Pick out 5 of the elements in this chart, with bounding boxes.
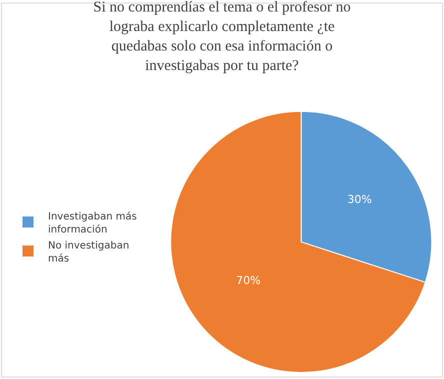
- data-label: 30%: [347, 193, 372, 206]
- legend-label: No investigaban más: [48, 240, 130, 264]
- chart-title: Si no comprendías el tema o el profesor no lograba explicarlo completamente ¿te quedabas solo con esa información o investigabas por tu parte?: [93, 0, 351, 74]
- legend-label: Investigaban más información: [48, 211, 137, 236]
- data-label: 70%: [236, 274, 261, 287]
